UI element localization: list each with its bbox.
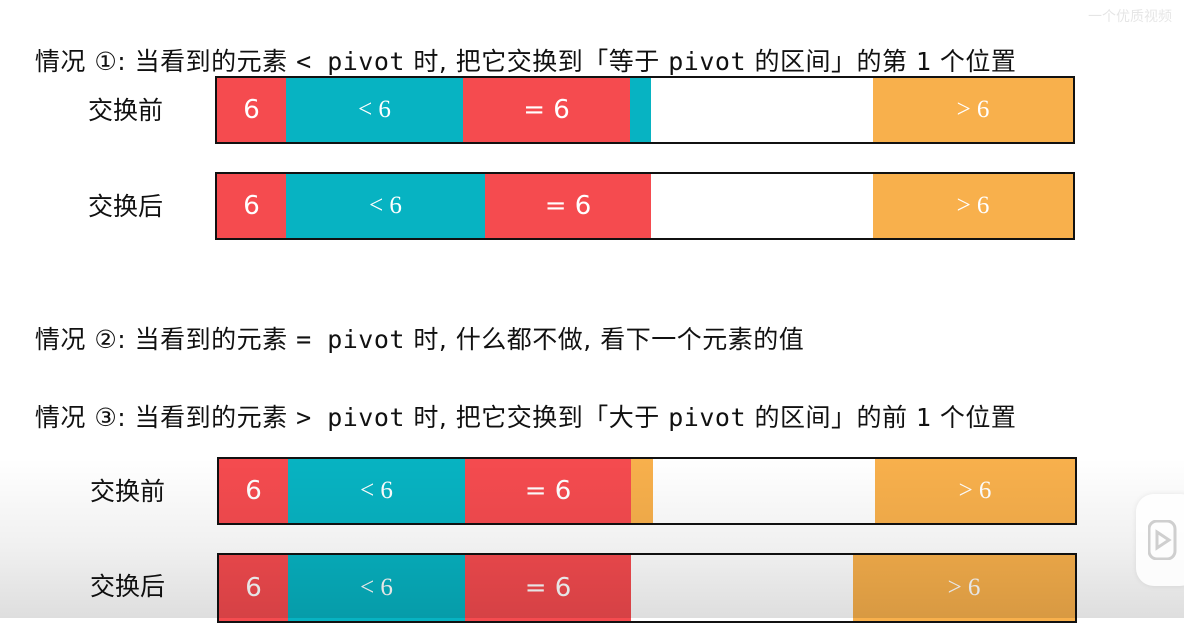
case3-code2: pivot: [668, 403, 747, 432]
pivot-segment: 6: [219, 555, 288, 621]
case3-code: > pivot: [296, 403, 405, 432]
case2-prefix: 情况 ②: 当看到的元素: [34, 325, 297, 354]
less-segment: < 6: [286, 174, 485, 238]
case1-suffix: 时, 把它交换到「等于: [404, 47, 669, 76]
case2-suffix: 时, 什么都不做, 看下一个元素的值: [404, 325, 805, 354]
equal-segment: = 6: [465, 555, 631, 621]
case3-after-bar: 6 < 6 = 6 > 6: [217, 553, 1077, 623]
greater-segment: > 6: [853, 555, 1075, 621]
unprocessed-segment: [631, 555, 853, 621]
current-element: [630, 78, 651, 142]
case1-line: 情况 ①: 当看到的元素 < pivot 时, 把它交换到「等于 pivot 的…: [18, 14, 1016, 78]
case1-prefix: 情况 ①: 当看到的元素: [34, 47, 297, 76]
case3-before-bar: 6 < 6 = 6 > 6: [217, 457, 1077, 525]
case1-code3: 1: [915, 47, 932, 76]
unprocessed-segment: [653, 459, 875, 523]
case2-line: 情况 ②: 当看到的元素 = pivot 时, 什么都不做, 看下一个元素的值: [18, 292, 804, 356]
greater-segment: > 6: [873, 78, 1073, 142]
case3-suffix2: 的区间」的前: [746, 403, 916, 432]
case3-after-label: 交换后: [90, 572, 166, 601]
greater-segment: > 6: [875, 459, 1075, 523]
case1-before-label: 交换前: [88, 96, 164, 125]
less-segment: < 6: [288, 555, 465, 621]
watermark-text: 一个优质视频: [1088, 9, 1172, 25]
case1-before-bar: 6 < 6 = 6 > 6: [215, 76, 1075, 144]
pivot-segment: 6: [219, 459, 288, 523]
case3-line: 情况 ③: 当看到的元素 > pivot 时, 把它交换到「大于 pivot 的…: [18, 370, 1016, 434]
unprocessed-segment: [651, 174, 873, 238]
case2-code: = pivot: [296, 325, 405, 354]
case3-suffix: 时, 把它交换到「大于: [404, 403, 669, 432]
pivot-segment: 6: [217, 174, 286, 238]
equal-segment: = 6: [485, 174, 651, 238]
case1-suffix3: 个位置: [931, 47, 1017, 76]
pivot-segment: 6: [217, 78, 286, 142]
video-player-icon[interactable]: [1136, 494, 1184, 586]
less-segment: < 6: [288, 459, 465, 523]
case1-code2: pivot: [668, 47, 747, 76]
case1-code: < pivot: [296, 47, 405, 76]
less-segment: < 6: [286, 78, 463, 142]
current-element: [631, 459, 653, 523]
play-icon: [1148, 520, 1177, 560]
case3-prefix: 情况 ③: 当看到的元素: [34, 403, 297, 432]
case3-suffix3: 个位置: [931, 403, 1017, 432]
case3-code3: 1: [915, 403, 932, 432]
equal-segment: = 6: [463, 78, 630, 142]
unprocessed-segment: [651, 78, 873, 142]
equal-segment: = 6: [465, 459, 631, 523]
greater-segment: > 6: [873, 174, 1073, 238]
case3-before-label: 交换前: [90, 477, 166, 506]
case1-after-bar: 6 < 6 = 6 > 6: [215, 172, 1075, 240]
case1-suffix2: 的区间」的第: [746, 47, 916, 76]
case1-after-label: 交换后: [88, 192, 164, 221]
